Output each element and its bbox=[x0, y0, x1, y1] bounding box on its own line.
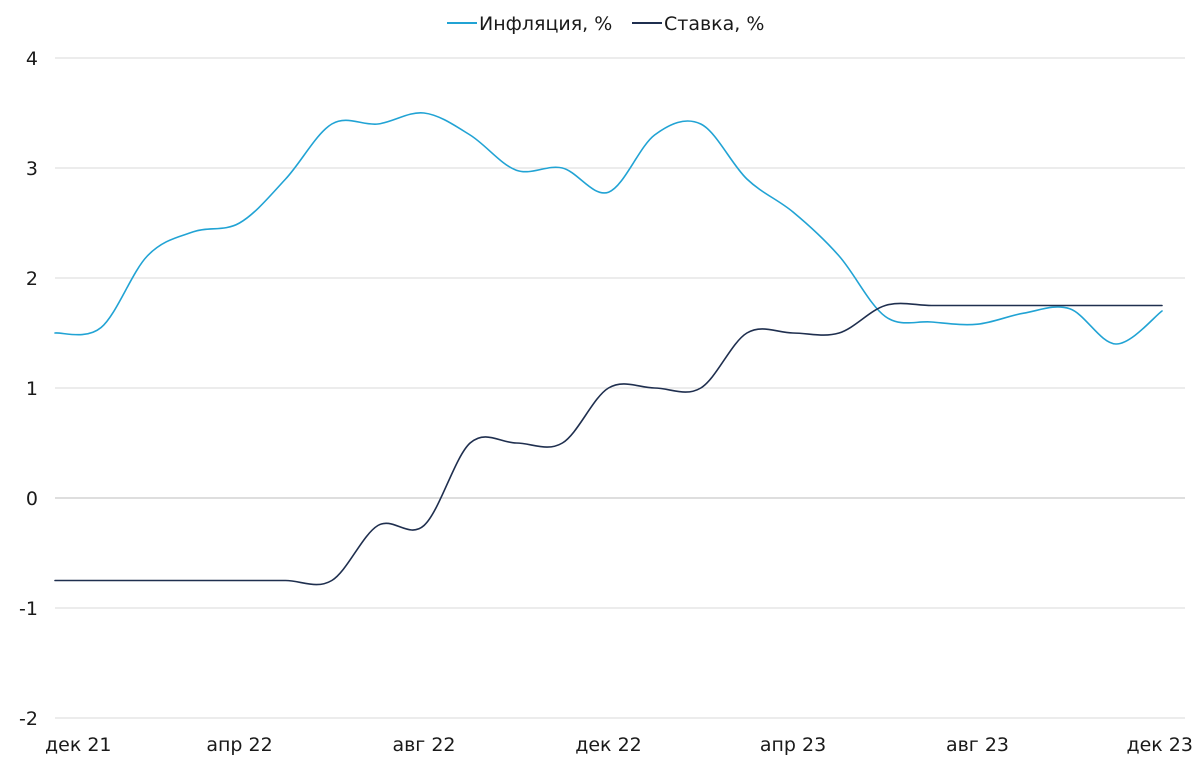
gridlines bbox=[55, 57, 1185, 719]
x-tick-label: авг 23 bbox=[946, 734, 1009, 756]
series-lines bbox=[54, 112, 1163, 586]
x-tick-label: дек 21 bbox=[45, 734, 112, 756]
x-axis-ticks: дек 21 апр 22 авг 22 дек 22 апр 23 авг 23 дек … bbox=[45, 734, 1193, 756]
y-tick-label: 0 bbox=[26, 488, 38, 510]
y-tick-label: 3 bbox=[26, 158, 38, 180]
y-tick-label: 4 bbox=[26, 48, 38, 70]
x-tick-label: дек 22 bbox=[575, 734, 642, 756]
legend: Инфляция, % Ставка, % bbox=[447, 13, 764, 35]
series-line-rate bbox=[54, 302, 1163, 586]
y-tick-label: -2 bbox=[19, 708, 38, 730]
x-tick-label: авг 22 bbox=[392, 734, 455, 756]
series-line-inflation bbox=[54, 112, 1163, 345]
x-tick-label: апр 23 bbox=[760, 734, 826, 756]
x-tick-label: апр 22 bbox=[206, 734, 272, 756]
legend-label: Инфляция, % bbox=[479, 13, 612, 35]
legend-label: Ставка, % bbox=[664, 13, 764, 35]
x-tick-label: дек 23 bbox=[1126, 734, 1193, 756]
y-tick-label: -1 bbox=[19, 598, 38, 620]
y-tick-label: 1 bbox=[26, 378, 38, 400]
y-tick-label: 2 bbox=[26, 268, 38, 290]
y-axis-ticks: 4 3 2 1 0 -1 -2 bbox=[19, 48, 38, 730]
